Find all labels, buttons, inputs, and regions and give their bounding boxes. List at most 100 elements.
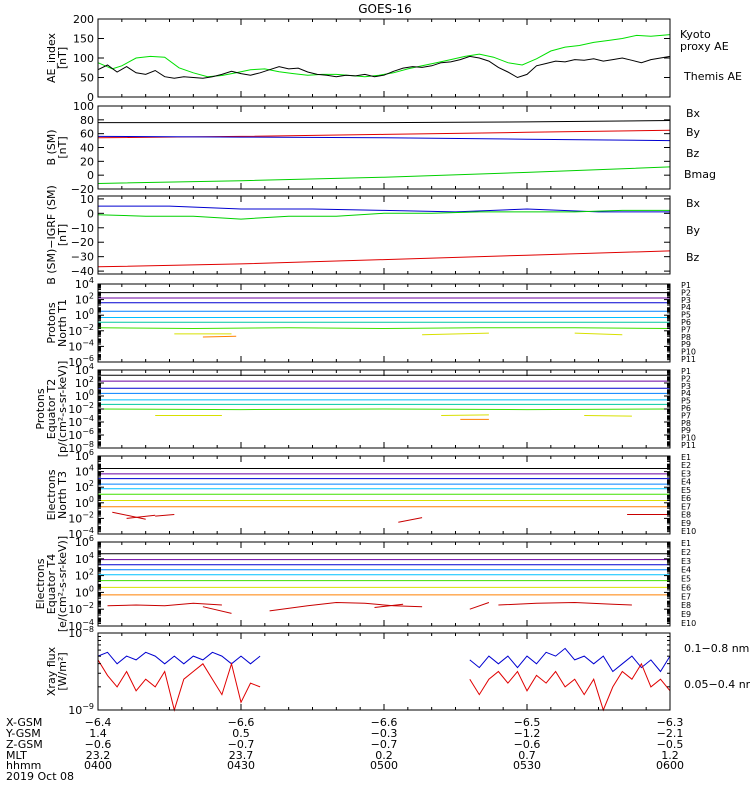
x-axis-value: −0.6 <box>85 738 112 751</box>
x-axis-value: −0.5 <box>657 738 684 751</box>
legend-entry: E6 <box>681 494 691 503</box>
series-e9-line <box>469 602 490 610</box>
series-bx-line <box>97 135 671 142</box>
legend-entry: P7 <box>681 325 691 334</box>
y-tick-label: −10 <box>71 222 94 235</box>
series-e9-line <box>126 514 156 519</box>
series-e9-line <box>498 601 632 606</box>
legend-entry: P9 <box>681 340 691 349</box>
legend-entry: P6 <box>681 404 691 413</box>
x-axis-row-label: 2019 Oct 08 <box>6 770 74 783</box>
legend-entry: Bmag <box>684 168 716 181</box>
series-p7-line <box>97 327 671 330</box>
panel-8: 10−8 10−9 Xray flux[W/m²] 0.1−0.8 nm 0.05−0.… <box>45 625 750 717</box>
legend-entry: 0.1−0.8 nm <box>684 642 749 655</box>
y-tick-label: 104 <box>75 276 94 291</box>
legend-entry: P1 <box>681 281 691 290</box>
legend-entry: E8 <box>681 511 691 520</box>
series-e9-line <box>112 511 146 520</box>
legend-entry: E10 <box>681 619 696 628</box>
panel-frame <box>97 541 671 627</box>
x-axis-row-label: X-GSM <box>6 716 42 729</box>
y-tick-label: 10−2 <box>68 601 94 616</box>
y-tick-label: 80 <box>80 114 94 127</box>
x-axis-value: 23.7 <box>229 749 254 762</box>
series-bmag-line <box>98 120 671 124</box>
legend-entry: E1 <box>681 453 691 462</box>
x-axis-value: 0500 <box>370 759 398 772</box>
y-tick-label: 106 <box>75 534 94 549</box>
y-tick-label: 20 <box>80 155 94 168</box>
panel-frame <box>97 283 671 363</box>
legend-entry: E7 <box>681 502 691 511</box>
legend-entry: P2 <box>681 374 691 383</box>
x-axis-row-label: Y-GSM <box>5 727 41 740</box>
series-e9-line <box>107 602 222 607</box>
y-tick-label: 106 <box>75 448 94 463</box>
x-axis-value: 0430 <box>227 759 255 772</box>
y-tick-label: 40 <box>80 142 94 155</box>
x-axis-row-label: Z-GSM <box>6 738 43 751</box>
y-tick-label: 200 <box>73 13 94 26</box>
legend-entry: P1 <box>681 367 691 376</box>
y-tick-label: 0 <box>87 169 94 182</box>
legend-entry: P3 <box>681 296 691 305</box>
legend-entry: E5 <box>681 486 691 495</box>
y-tick-label: 150 <box>73 33 94 46</box>
x-axis-value: 0530 <box>513 759 541 772</box>
series-e9-line <box>202 606 232 614</box>
panel-frame <box>97 195 671 275</box>
legend-entry: By <box>686 126 701 139</box>
y-tick-label: 100 <box>75 388 94 403</box>
y-tick-label: −20 <box>71 236 94 249</box>
x-axis-value: −6.3 <box>657 716 684 729</box>
y-axis-label: B (SM)[nT] <box>45 129 69 165</box>
y-tick-label: 100 <box>75 307 94 322</box>
y-tick-label: 10−2 <box>68 323 94 338</box>
legend-entry: P6 <box>681 318 691 327</box>
series-e9-line <box>374 603 404 608</box>
panel-frame <box>97 632 671 711</box>
legend-entry: P3 <box>681 382 691 391</box>
legend-entry: E3 <box>681 557 691 566</box>
x-axis-value: −6.5 <box>514 716 541 729</box>
legend-entry: P5 <box>681 311 691 320</box>
legend-entry: E4 <box>681 478 691 487</box>
legend-entry: P10 <box>681 434 696 443</box>
panel-frame <box>97 455 671 535</box>
series-0-1-0-8-nm-line <box>97 659 261 712</box>
y-tick-label: −30 <box>71 251 94 264</box>
y-tick-label: 10−6 <box>68 354 94 369</box>
series-0-05-0-4-nm-line <box>97 651 261 665</box>
y-tick-label: 0 <box>87 207 94 220</box>
legend-entry: proxy AE <box>680 40 729 53</box>
legend-entry: P9 <box>681 426 691 435</box>
y-tick-label: 102 <box>75 292 94 307</box>
series-bz-line <box>97 250 671 268</box>
legend-entry: E2 <box>681 461 691 470</box>
x-axis-value: −6.6 <box>371 716 398 729</box>
series-by-line <box>97 209 670 220</box>
x-axis-value: 0400 <box>84 759 112 772</box>
x-axis-value: −1.2 <box>514 727 541 740</box>
legend-entry: E6 <box>681 583 691 592</box>
x-axis-value: −2.1 <box>657 727 684 740</box>
y-axis-label: Xray flux[W/m²] <box>45 646 69 696</box>
legend-entry: P4 <box>681 303 691 312</box>
y-axis-label: B (SM)−IGRF (SM)[nT] <box>45 185 69 285</box>
x-axis-row-label: hhmm <box>6 759 41 772</box>
series-by-line <box>97 166 671 184</box>
series-bx-line <box>98 205 670 213</box>
series-kyoto-line <box>97 34 671 78</box>
series-p7-line <box>97 408 671 411</box>
series-0-1-0-8-nm-line <box>469 662 671 712</box>
y-axis-label: ElectronsEquator T4[e/(cm²-s-sr-keV)] <box>34 536 69 632</box>
legend-entry: 0.05−0.4 nm <box>684 678 750 691</box>
